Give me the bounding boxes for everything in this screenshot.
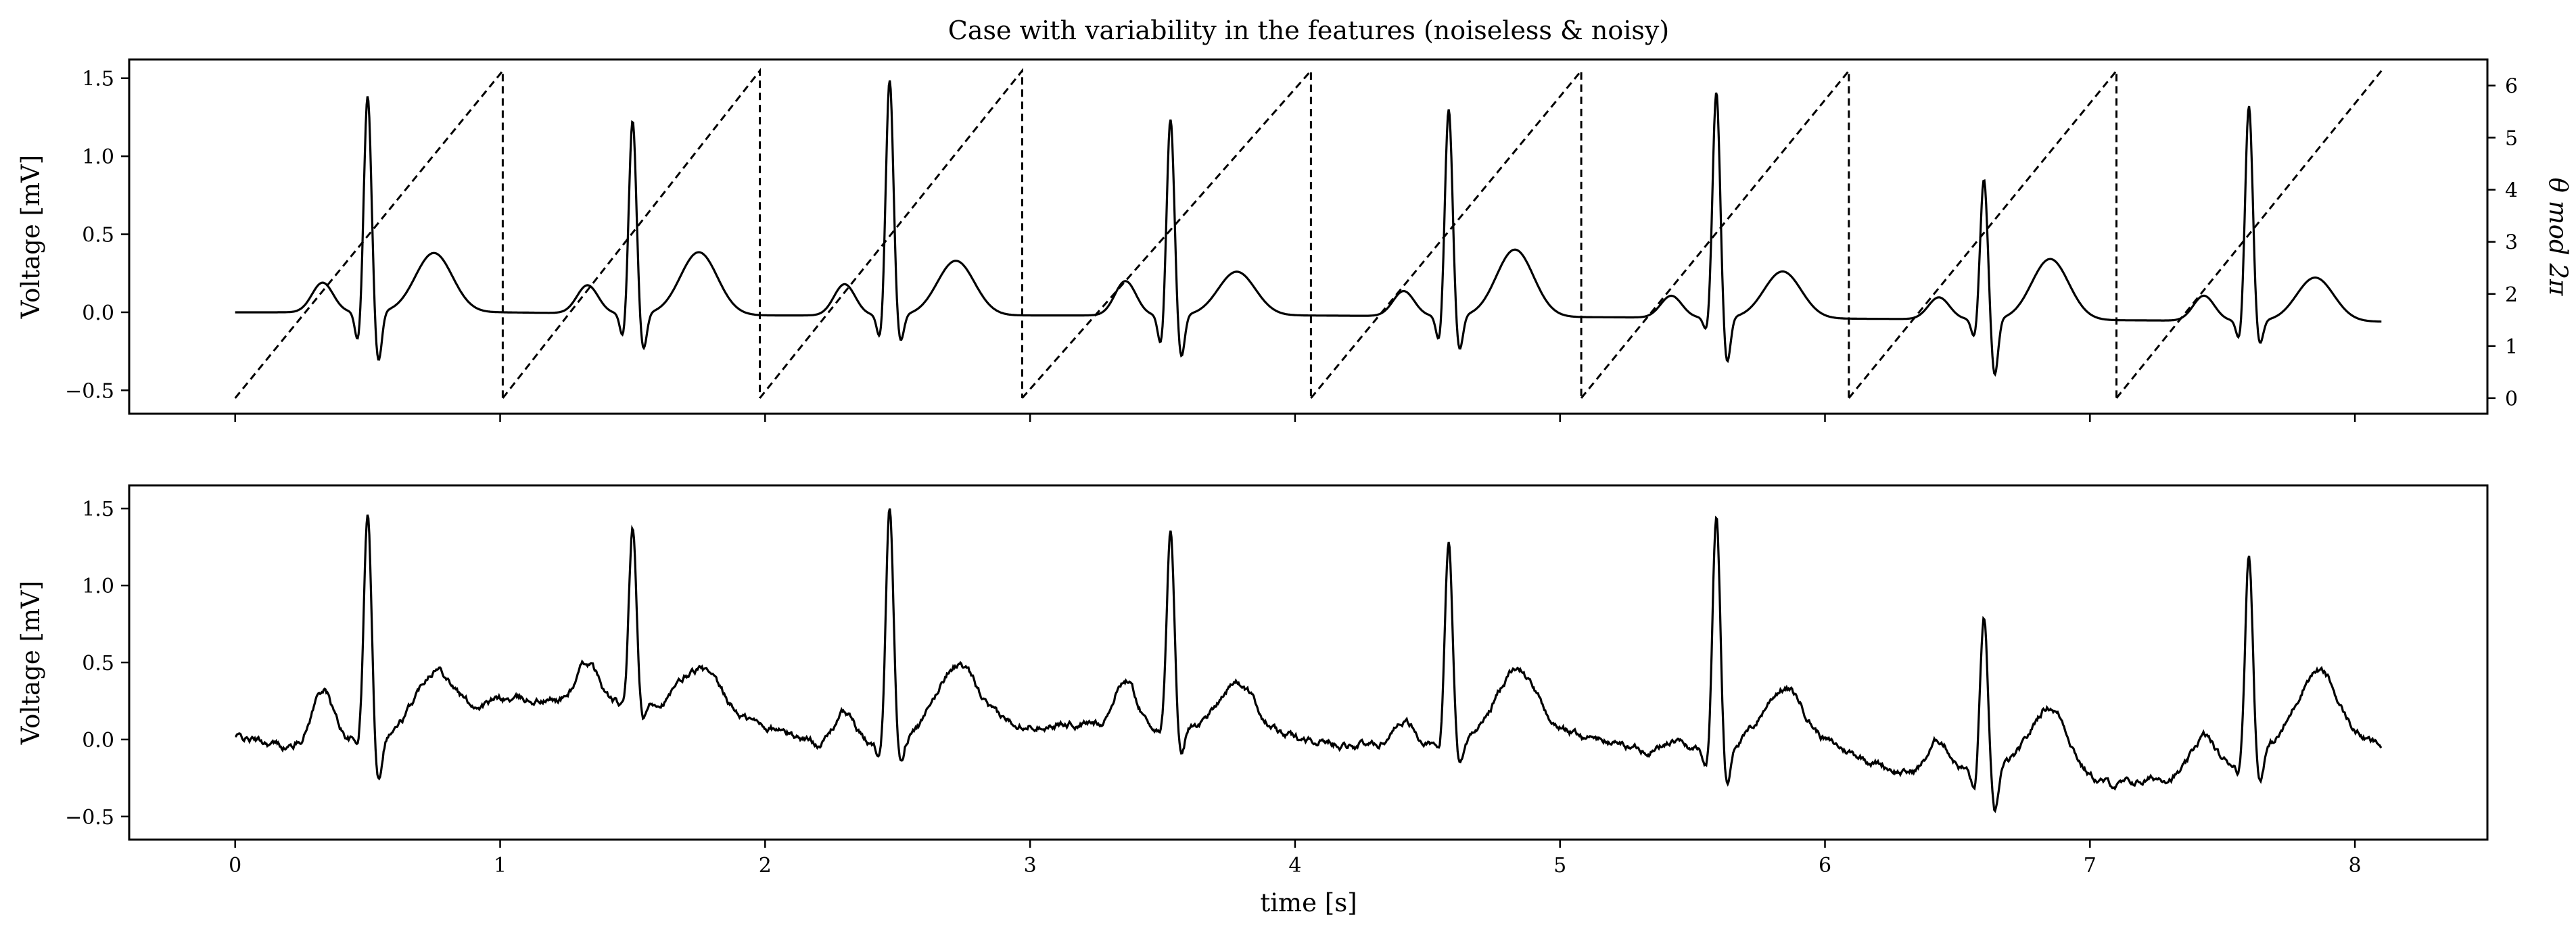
y-tick-label: 0.0 (82, 302, 114, 325)
x-tick-label: 4 (1288, 854, 1301, 877)
figure-title: Case with variability in the features (n… (948, 16, 1669, 45)
y2-tick-label: 2 (2505, 283, 2518, 307)
x-axis-label: time [s] (1260, 888, 1357, 917)
bottom-y-axis-label: Voltage [mV] (16, 581, 45, 745)
y-tick-label: 1.5 (82, 68, 114, 91)
x-tick-label: 6 (1819, 854, 1831, 877)
top-y-ticks: −0.5 0.0 0.5 1.0 1.5 (65, 68, 129, 403)
bottom-plot-frame (128, 484, 2489, 841)
y-tick-label: −0.5 (65, 379, 114, 403)
x-tick-label: 8 (2349, 854, 2362, 877)
bottom-y-ticks: −0.5 0.0 0.5 1.0 1.5 (65, 498, 129, 829)
x-tick-label: 3 (1024, 854, 1037, 877)
bottom-x-ticks: 0 1 2 3 4 5 6 7 8 (229, 840, 2362, 877)
y-tick-label: −0.5 (65, 806, 114, 829)
top-plot-frame (128, 58, 2489, 415)
top-plot-curves (234, 68, 2383, 399)
y-tick-label: 1.0 (82, 575, 114, 598)
top-right-y-axis-label: θ mod 2π (2544, 178, 2573, 296)
noiseless-ecg-line (235, 80, 2382, 377)
y2-tick-label: 3 (2505, 231, 2518, 255)
y2-tick-label: 5 (2505, 127, 2518, 151)
bottom-plot-curves (235, 508, 2383, 813)
top-y-axis-label: Voltage [mV] (16, 155, 45, 319)
y-tick-label: 0.0 (82, 729, 114, 752)
x-tick-label: 0 (229, 854, 241, 877)
y2-tick-label: 1 (2505, 335, 2518, 359)
x-tick-label: 5 (1553, 854, 1566, 877)
y2-tick-label: 4 (2505, 179, 2518, 203)
noiseless-panel: −0.5 0.0 0.5 1.0 1.5 0 1 2 3 4 5 6 Voltage [mV] θ … (16, 58, 2573, 422)
x-tick-label: 7 (2084, 854, 2097, 877)
top-x-ticks (234, 414, 2356, 422)
noisy-ecg-line (235, 508, 2383, 813)
y-tick-label: 0.5 (82, 652, 114, 675)
x-tick-label: 2 (759, 854, 772, 877)
phase-sawtooth-line (234, 68, 2383, 399)
y-tick-label: 1.0 (82, 145, 114, 169)
y-tick-label: 0.5 (82, 224, 114, 247)
top-right-y-ticks: 0 1 2 3 4 5 6 (2487, 75, 2518, 411)
x-tick-label: 1 (494, 854, 507, 877)
y2-tick-label: 6 (2505, 75, 2518, 99)
y-tick-label: 1.5 (82, 498, 114, 521)
y2-tick-label: 0 (2505, 387, 2518, 411)
